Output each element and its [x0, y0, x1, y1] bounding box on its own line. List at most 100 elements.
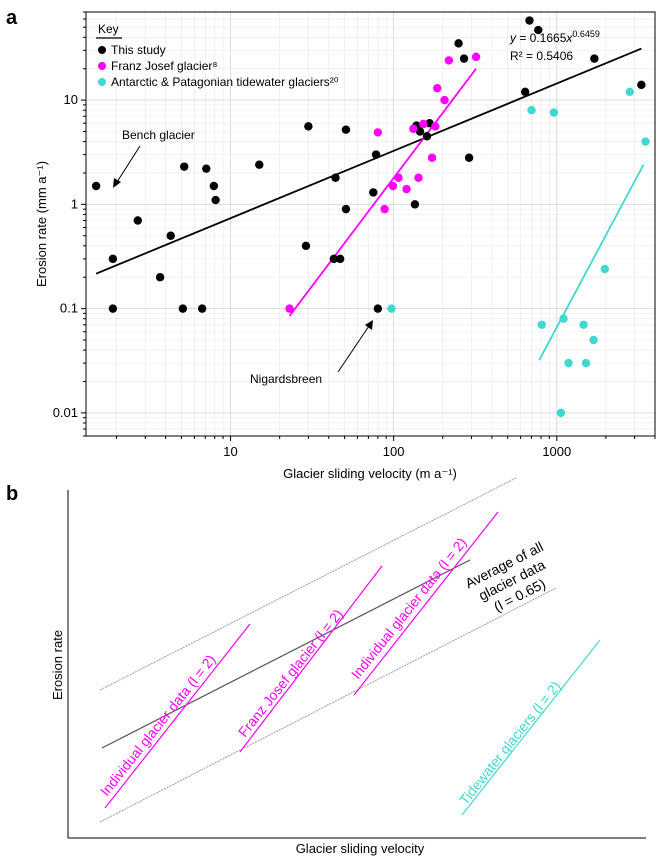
point-this-study — [108, 254, 118, 264]
point-franz-josef — [394, 173, 403, 182]
point-this-study — [459, 54, 469, 63]
point-franz-josef — [433, 84, 442, 93]
point-this-study — [335, 254, 345, 264]
point-this-study — [590, 54, 599, 63]
point-tidewater — [537, 320, 547, 329]
panel-b-ylabel: Erosion rate — [50, 630, 65, 700]
panel-a-fit-lines — [95, 47, 645, 361]
point-tidewater — [527, 106, 536, 115]
point-this-study — [520, 87, 530, 97]
fit-line-this-study — [95, 47, 642, 275]
point-franz-josef — [409, 124, 418, 134]
point-this-study — [209, 181, 219, 191]
point-this-study — [373, 304, 383, 313]
lower-envelope-line — [99, 587, 557, 823]
legend-this-study: This study — [111, 43, 166, 57]
x-tick-label: 1000 — [542, 444, 571, 459]
point-this-study — [166, 231, 175, 240]
point-this-study — [211, 195, 220, 205]
annotation-bench-glacier: Bench glacier — [122, 128, 195, 142]
legend-marker-this-study — [98, 46, 106, 54]
legend-marker-tidewater — [98, 78, 106, 86]
panel-a-points — [91, 16, 650, 418]
point-tidewater — [579, 320, 588, 329]
point-this-study — [371, 150, 381, 159]
fit-r2: R² = 0.5406 — [510, 49, 573, 63]
y-tick-label: 10 — [64, 92, 78, 107]
panel-b-label: b — [6, 483, 18, 505]
point-this-study — [422, 132, 432, 141]
annotation-bench-arrowhead — [113, 178, 121, 188]
point-tidewater — [556, 408, 566, 418]
tidewater-line — [461, 639, 601, 816]
label-tidewater: Tidewater glaciers (l = 2) — [456, 678, 564, 808]
individual-line-1 — [104, 623, 251, 809]
y-tick-label: 0.01 — [53, 405, 78, 420]
point-franz-josef — [285, 304, 294, 313]
legend-tidewater: Antarctic & Patagonian tidewater glacier… — [111, 75, 339, 89]
point-franz-josef — [380, 204, 389, 214]
point-this-study — [525, 16, 534, 25]
x-tick-label: 10 — [223, 444, 237, 459]
label-franz-josef: Franz Josef glacier (l = 2) — [235, 606, 346, 740]
x-tick-label: 100 — [383, 444, 405, 459]
point-tidewater — [600, 264, 610, 274]
point-this-study — [341, 204, 351, 214]
point-franz-josef — [388, 181, 398, 191]
y-tick-label: 1 — [71, 196, 78, 211]
point-franz-josef — [431, 122, 440, 131]
annotation-bench-arrow — [116, 145, 141, 183]
point-this-study — [637, 80, 646, 90]
point-this-study — [91, 181, 101, 191]
point-this-study — [464, 153, 474, 162]
legend-franz: Franz Josef glacier⁸ — [111, 59, 217, 73]
point-this-study — [202, 164, 211, 173]
annotation-nigardsbreen-arrow — [337, 325, 370, 373]
point-this-study — [133, 216, 142, 225]
point-tidewater — [641, 137, 650, 146]
point-this-study — [255, 160, 264, 169]
point-this-study — [331, 173, 340, 182]
point-tidewater — [387, 304, 396, 313]
panel-a-label: a — [6, 7, 18, 29]
legend-title: Key — [98, 22, 119, 36]
point-franz-josef — [414, 173, 423, 182]
panel-a-ticks: 10 100 1000 0.01 0.1 1 10 — [53, 11, 656, 459]
point-franz-josef — [427, 153, 437, 162]
y-tick-label: 0.1 — [60, 301, 78, 316]
point-tidewater — [564, 358, 573, 368]
point-franz-josef — [471, 52, 481, 62]
individual-line-2 — [353, 511, 499, 696]
point-tidewater — [581, 358, 591, 368]
franz-josef-line — [239, 565, 383, 753]
point-this-study — [155, 273, 165, 282]
legend: Key This study Franz Josef glacier⁸ Anta… — [96, 22, 339, 89]
panel-a-frame — [85, 11, 656, 437]
point-franz-josef — [402, 184, 411, 194]
fit-line-franz-josef — [288, 68, 477, 317]
point-this-study — [369, 188, 378, 197]
point-this-study — [108, 304, 118, 313]
point-this-study — [454, 39, 463, 48]
point-franz-josef — [373, 128, 383, 137]
point-franz-josef — [444, 56, 454, 65]
fit-line-tidewater — [538, 164, 645, 361]
point-this-study — [197, 304, 207, 313]
point-tidewater — [589, 335, 598, 345]
point-tidewater — [549, 108, 559, 117]
point-this-study — [178, 304, 188, 313]
point-tidewater — [559, 314, 568, 323]
point-franz-josef — [440, 95, 449, 105]
annotation-nigardsbreen-arrowhead — [365, 320, 373, 330]
average-line — [101, 559, 471, 749]
legend-marker-franz — [98, 62, 106, 70]
point-this-study — [304, 122, 313, 131]
point-this-study — [301, 241, 311, 251]
label-individual-1: Individual glacier data (l = 2) — [97, 652, 219, 799]
panel-b-xlabel: Glacier sliding velocity — [296, 841, 425, 856]
label-average: Average of all glacier data (l = 0.65) — [462, 538, 548, 615]
point-tidewater — [625, 87, 634, 97]
point-this-study — [534, 25, 543, 35]
fit-equation: y = 0.1665x0.6459 — [509, 29, 600, 45]
